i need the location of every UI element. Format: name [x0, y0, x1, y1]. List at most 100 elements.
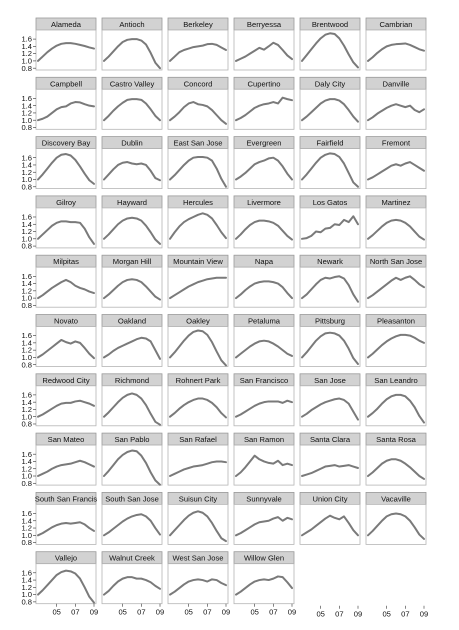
panel-walnut-creek: Walnut Creek	[101, 551, 163, 605]
panel-plot-area	[101, 148, 163, 190]
y-tick-label: 0.8	[21, 597, 32, 606]
panel-pleasanton: Pleasanton	[365, 314, 427, 367]
panel-plot-area	[167, 29, 229, 71]
panel-newark: Newark	[299, 254, 361, 308]
panel-title: Vacaville	[381, 494, 411, 503]
series-line	[169, 329, 227, 367]
panel-hercules: Hercules	[167, 195, 229, 249]
y-tick-label: 0.8	[21, 64, 32, 73]
panel-richmond: Richmond	[101, 373, 163, 427]
panel-south-san-jose: South San Jose	[101, 491, 163, 545]
panel-title: East San Jose	[174, 139, 223, 148]
panel-east-san-jose: East San Jose	[167, 136, 229, 190]
panel-title: Evergreen	[246, 139, 281, 148]
series-line	[367, 218, 425, 241]
y-tick-label: 1.6	[21, 94, 32, 103]
series-line	[235, 96, 293, 122]
x-tick-label: 09	[222, 608, 230, 617]
panel-title: Cambrian	[380, 20, 413, 29]
series-line	[235, 280, 293, 300]
panel-title: Danville	[382, 79, 409, 88]
panel-plot-area	[233, 266, 295, 308]
panel-title: Dublin	[121, 139, 143, 148]
y-tick-label: 1.4	[21, 279, 32, 288]
panel-title: Alameda	[51, 20, 82, 29]
panel-oakley: Oakley	[167, 314, 229, 367]
panel-daly-city: Daly City	[299, 76, 361, 130]
panel-title: Redwood City	[42, 376, 89, 385]
y-tick-label: 1.4	[21, 220, 32, 229]
series-line	[367, 333, 425, 359]
series-line	[301, 397, 359, 421]
y-tick-label: 1.6	[21, 331, 32, 340]
y-tick-label: 1.2	[21, 286, 32, 295]
series-line	[235, 516, 293, 537]
panel-title: Martinez	[381, 198, 410, 207]
x-tick-label: 07	[71, 608, 79, 617]
panel-title: San Pablo	[114, 435, 149, 444]
series-line	[103, 38, 161, 70]
series-line	[37, 569, 95, 604]
panel-plot-area	[35, 326, 97, 367]
panel-title: San Ramon	[244, 435, 284, 444]
panel-fremont: Fremont	[365, 136, 427, 190]
panel-title: Newark	[317, 257, 343, 266]
y-tick-label: 1.2	[21, 583, 32, 592]
series-line	[301, 331, 359, 365]
y-tick-label: 1.2	[21, 168, 32, 177]
series-line	[301, 514, 359, 537]
panel-title: North San Jose	[370, 257, 422, 266]
x-axis-col-6: 05 07 09	[382, 605, 428, 619]
x-tick-label: 05	[250, 608, 258, 617]
panel-plot-area	[365, 29, 427, 71]
panel-plot-area	[365, 148, 427, 190]
y-tick-label: 0.8	[21, 360, 32, 369]
y-tick-label: 1.6	[21, 35, 32, 44]
y-tick-label: 1.6	[21, 568, 32, 577]
y-tick-label: 1.0	[21, 590, 32, 599]
series-line	[37, 278, 95, 300]
panel-sunnyvale: Sunnyvale	[233, 491, 295, 545]
panel-plot-area	[35, 503, 97, 545]
panel-title: Vallejo	[55, 554, 77, 563]
panel-plot-area	[35, 207, 97, 249]
series-line	[235, 156, 293, 181]
y-tick-label: 1.0	[21, 472, 32, 481]
panel-title: Rohnert Park	[176, 376, 221, 385]
panel-discovery-bay: Discovery Bay 0.81.01.21.41.6	[21, 136, 97, 191]
series-line	[37, 459, 95, 478]
series-line	[367, 161, 425, 181]
panel-castro-valley: Castro Valley	[101, 76, 163, 130]
y-tick-label: 1.2	[21, 405, 32, 414]
x-tick-label: 09	[288, 608, 296, 617]
series-line	[169, 276, 227, 300]
panel-plot-area	[101, 266, 163, 308]
panel-alameda: Alameda 0.81.01.21.41.6	[21, 17, 97, 73]
x-axis-col-3: 05 07 09	[184, 603, 230, 617]
panel-santa-rosa: Santa Rosa	[365, 432, 427, 486]
y-tick-label: 0.8	[21, 123, 32, 132]
y-tick-label: 0.8	[21, 420, 32, 429]
panel-plot-area	[299, 207, 361, 249]
panel-title: Santa Clara	[310, 435, 351, 444]
y-tick-label: 1.0	[21, 57, 32, 66]
panel-danville: Danville	[365, 76, 427, 130]
y-tick-label: 1.0	[21, 531, 32, 540]
y-tick-label: 1.0	[21, 175, 32, 184]
panel-title: Brentwood	[312, 20, 348, 29]
series-line	[367, 393, 425, 424]
series-line	[169, 510, 227, 543]
x-axis-col-1: 05 07 09	[52, 603, 98, 617]
panel-santa-clara: Santa Clara	[299, 432, 361, 486]
panel-title: Hayward	[117, 198, 147, 207]
series-line	[169, 212, 227, 240]
panel-title: San Mateo	[48, 435, 85, 444]
panel-plot-area	[35, 29, 97, 71]
panel-title: Fremont	[382, 139, 411, 148]
x-axis-col-4: 05 07 09	[250, 603, 296, 617]
panel-title: South San Jose	[105, 494, 159, 503]
series-line	[103, 161, 161, 182]
series-line	[301, 215, 359, 240]
series-line	[367, 103, 425, 122]
series-line	[37, 101, 95, 122]
